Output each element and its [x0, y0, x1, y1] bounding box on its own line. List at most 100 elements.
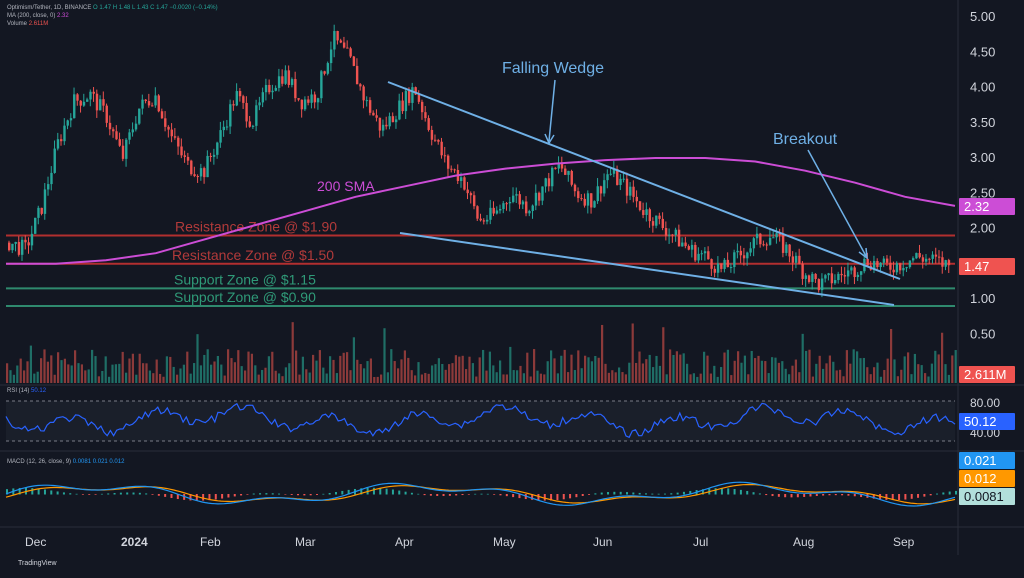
candle-body: [853, 267, 856, 278]
volume-bar: [747, 374, 750, 383]
macd-hist-bar: [537, 494, 540, 501]
rsi-band: [6, 401, 955, 441]
volume-bar: [352, 337, 355, 383]
candle-body: [388, 116, 391, 127]
volume-bar: [380, 374, 383, 383]
volume-bar: [611, 370, 614, 383]
volume-bar: [424, 372, 427, 383]
candle-body: [47, 184, 50, 190]
candle-body: [564, 168, 567, 175]
volume-bar: [152, 373, 155, 383]
candle-body: [742, 255, 746, 259]
macd-hist-bar: [18, 487, 21, 495]
volume-bar: [298, 374, 301, 383]
volume-bar: [315, 360, 318, 383]
volume-bar: [696, 376, 699, 383]
candle-body: [554, 167, 557, 169]
macd-hist-bar: [872, 494, 875, 499]
candle-body: [876, 261, 879, 268]
volume-bar: [67, 364, 70, 383]
macd-hist-bar: [543, 494, 546, 501]
y-tick-label: 0.50: [970, 326, 995, 341]
volume-label: Volume: [7, 21, 28, 27]
candle-body: [859, 271, 863, 275]
candle-body: [385, 124, 388, 127]
ma-label: MA (200, close, 0): [7, 13, 56, 19]
volume-bar: [373, 376, 376, 383]
volume-bar: [638, 351, 641, 383]
volume-bar: [84, 370, 87, 383]
volume-bar: [305, 369, 308, 383]
candle-body: [850, 267, 853, 271]
volume-bar: [543, 374, 546, 383]
candle-body: [603, 180, 606, 194]
candle-body: [203, 168, 206, 178]
volume-bar: [502, 374, 505, 383]
candle-body: [726, 259, 730, 268]
volume-bar: [791, 365, 794, 383]
volume-bar: [505, 374, 508, 383]
candle-body: [170, 129, 173, 137]
volume-bar: [128, 358, 131, 383]
candle-body: [219, 130, 222, 143]
macd-hist-bar: [448, 494, 451, 496]
candle-body: [368, 100, 372, 113]
candle-body: [651, 221, 655, 226]
volume-bar: [726, 349, 729, 383]
volume-bar: [652, 367, 655, 383]
candle-body: [525, 201, 528, 214]
candle-body: [472, 195, 476, 207]
macd-hist-bar: [328, 493, 331, 495]
candle-body: [593, 201, 596, 208]
volume-bar: [335, 373, 338, 383]
candle-body: [580, 198, 583, 200]
candle-body: [931, 254, 934, 259]
macd-hist-bar: [195, 494, 198, 501]
candle-body: [915, 253, 918, 259]
volume-bar: [774, 357, 777, 383]
volume-bar: [805, 350, 808, 383]
volume-bar: [709, 373, 712, 383]
candle-body: [944, 260, 947, 267]
macd-hist-bar: [790, 494, 793, 498]
candle-body: [37, 207, 40, 218]
candle-body: [707, 251, 710, 260]
candle-body: [401, 100, 404, 112]
volume-bar: [635, 362, 638, 383]
macd-hist-bar: [600, 492, 603, 495]
macd-hist-bar: [227, 494, 230, 498]
candle-body: [502, 203, 505, 210]
macd-hist-bar: [157, 494, 160, 496]
zone-label: Support Zone @ $0.90: [174, 289, 316, 305]
candle-body: [375, 115, 378, 118]
candle-body: [729, 267, 733, 269]
candle-body: [8, 242, 11, 251]
volume-bar: [363, 368, 366, 383]
ohlc-text: O 1.47 H 1.48 L 1.43 C 1.47 −0.0020 (−0.…: [93, 5, 218, 11]
volume-bar: [60, 360, 63, 383]
macd-hist-bar: [341, 490, 344, 495]
candle-body: [541, 186, 544, 201]
volume-bar: [125, 372, 128, 383]
candle-body: [346, 47, 349, 49]
candle-body: [342, 42, 346, 48]
macd-hist-bar: [727, 488, 730, 495]
volume-bar: [522, 373, 525, 383]
volume-bar: [111, 364, 114, 383]
candle-body: [167, 126, 170, 130]
candle-body: [112, 129, 115, 132]
candle-body: [736, 250, 739, 253]
legend-volume: Volume 2.611M: [7, 21, 48, 28]
volume-bar: [247, 351, 250, 383]
volume-bar: [359, 364, 362, 383]
candle-body: [515, 194, 518, 196]
volume-bar: [645, 359, 648, 383]
legend-macd: MACD (12, 26, close, 9) 0.0081 0.021 0.0…: [7, 459, 124, 466]
macd-hist-bar: [81, 494, 84, 495]
macd-hist-bar: [410, 492, 413, 495]
volume-bar: [550, 350, 553, 383]
macd-hist-bar: [562, 494, 565, 500]
macd-hist-bar: [803, 494, 806, 497]
wedge-arrow: [548, 79, 556, 142]
